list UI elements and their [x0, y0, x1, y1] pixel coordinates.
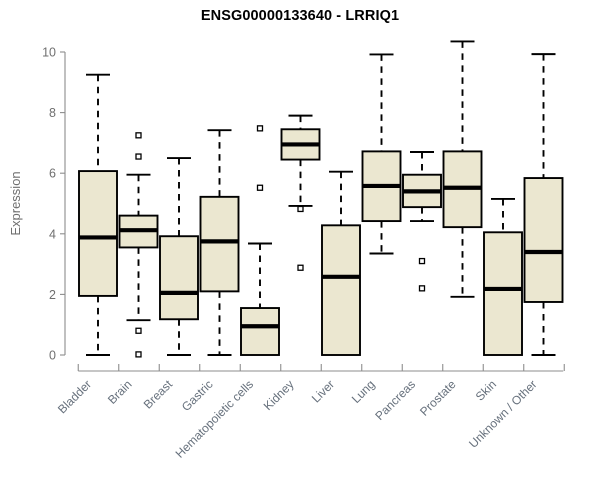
x-axis-category-label: Liver: [309, 377, 337, 405]
box-iqr: [523, 177, 564, 303]
box-group: [78, 73, 118, 356]
box-iqr: [321, 224, 361, 356]
box-group: [402, 151, 442, 292]
outlier-point: [135, 327, 142, 334]
x-axis-category-label: Hematopoietic cells: [173, 377, 256, 460]
outlier-point: [135, 132, 142, 139]
box-iqr: [199, 195, 240, 293]
outlier-point: [418, 257, 426, 265]
box-iqr: [483, 231, 523, 356]
x-axis-category-label: Brain: [105, 377, 135, 407]
box-iqr: [78, 170, 118, 297]
box-group: [361, 53, 402, 255]
y-axis-tick-label: 10: [42, 46, 56, 60]
y-axis-tick-label: 8: [49, 106, 56, 120]
y-axis-tick-label: 4: [49, 227, 56, 241]
box-group: [159, 157, 199, 356]
outlier-point: [256, 125, 264, 132]
x-axis-category-label: Prostate: [417, 377, 459, 419]
outlier-point: [418, 285, 426, 292]
outlier-point: [297, 264, 304, 271]
outlier-point: [135, 351, 142, 358]
x-axis-category-label: Gastric: [179, 377, 216, 414]
y-axis-title: Expression: [8, 171, 23, 235]
chart-title: ENSG00000133640 - LRRIQ1: [200, 8, 400, 24]
outlier-point: [135, 153, 142, 160]
box-group: [442, 40, 483, 298]
box-group: [523, 53, 564, 356]
x-axis-category-label: Kidney: [261, 377, 297, 413]
box-group: [118, 132, 159, 358]
box-group: [240, 125, 280, 356]
y-axis-tick-label: 6: [49, 167, 56, 181]
x-axis-category-label: Pancreas: [372, 377, 418, 423]
x-axis-category-label: Bladder: [55, 377, 94, 416]
x-axis-category-label: Lung: [349, 377, 378, 406]
box-group: [483, 198, 523, 356]
box-group: [199, 129, 240, 356]
box-iqr: [159, 235, 199, 321]
box-group: [321, 170, 361, 356]
y-axis-tick-label: 0: [49, 349, 56, 363]
y-axis-tick-label: 2: [49, 288, 56, 302]
outlier-point: [297, 205, 304, 213]
outlier-point: [256, 184, 264, 191]
x-axis-category-label: Breast: [141, 377, 176, 412]
box-group: [280, 114, 321, 271]
box-iqr: [240, 307, 280, 356]
x-axis-category-label: Skin: [473, 377, 499, 403]
